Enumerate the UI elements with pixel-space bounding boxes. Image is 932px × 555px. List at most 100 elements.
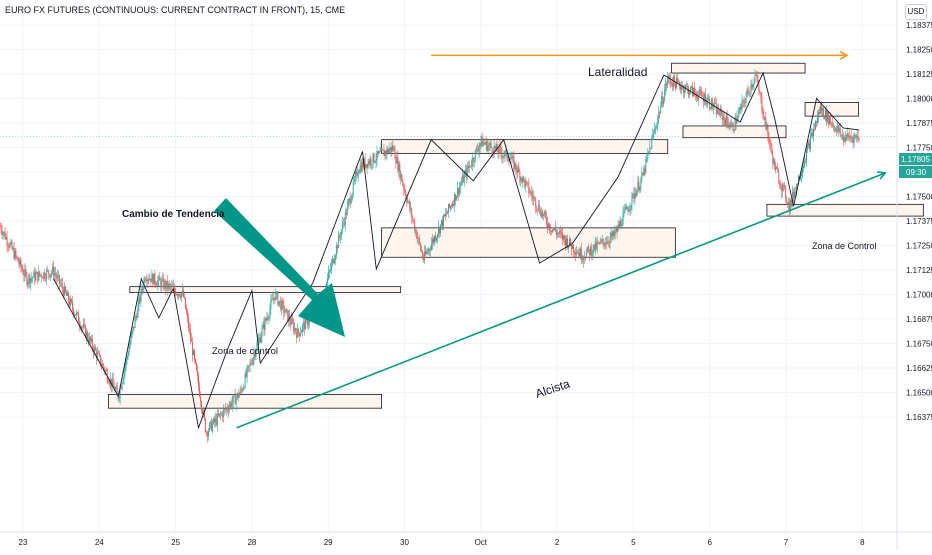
candle-body [512,155,514,158]
candle-body [126,357,128,360]
candle-body [153,273,155,285]
candle-body [256,343,258,352]
candle-body [4,231,6,239]
candle-body [834,129,836,132]
candle-body [429,248,431,250]
candle-body [254,353,256,357]
candle-body [599,240,601,244]
candle-body [440,224,441,234]
candle-body [386,148,388,155]
drawings[interactable] [53,50,887,430]
candle-body [731,123,733,124]
candle-body [158,276,160,281]
candle-body [67,292,69,296]
y-tick-label: 1.18000 [906,95,932,104]
candle-body [628,209,630,212]
candle-body [28,275,30,282]
candle-body [228,406,230,412]
candle-body [364,159,366,168]
candle-body [827,111,829,124]
candle-body [60,283,62,285]
price-axis[interactable]: 1.18375 1.18250 1.18125 1.18000 1.17875 1.177… [896,0,932,550]
candle-body [484,143,486,145]
candle-body [418,238,420,239]
candle-body [701,95,703,97]
candle-body [185,297,187,309]
candle-body [646,157,648,159]
candle-body [636,189,638,197]
candle-body [575,252,577,255]
candle-body [283,303,285,313]
zone-box [129,286,402,293]
candle-body [298,328,300,333]
candle-body [460,182,462,186]
candle-body [726,115,728,122]
candle-body [474,150,476,161]
candle-body [626,206,628,210]
candle-body [443,214,444,227]
y-tick-label: 1.16500 [906,389,932,398]
candle-body [296,331,298,338]
candle-body [634,193,636,199]
candle-body [759,91,761,94]
candle-body [757,77,759,85]
candle-body [785,187,787,199]
currency-badge[interactable]: USD [905,4,927,20]
candle-body [730,123,732,128]
candle-body [788,201,790,205]
candle-body [88,336,90,343]
candle-body [640,179,642,188]
candle-body [199,386,200,397]
candle-body [142,288,144,291]
candle-body [581,259,583,261]
lateralidad-label: Lateralidad [588,65,647,79]
candle-body [503,155,505,157]
candle-body [30,278,32,284]
candle-body [414,221,416,231]
candle-body [467,165,469,168]
candle-body [34,272,36,281]
candle-body [266,317,268,321]
candle-body [839,128,841,136]
candle-body [93,347,95,353]
candle-body [224,408,226,410]
candle-body [58,275,60,276]
candle-body [147,279,149,282]
candle-body [239,389,241,395]
candle-body [42,277,44,279]
candle-body [753,81,755,84]
candle-body [52,266,54,273]
candle-body [591,252,593,256]
x-tick-label: 30 [400,538,409,547]
candle-body [447,212,448,214]
candle-body [845,137,847,142]
candle-body [371,164,373,165]
candle-body [738,110,740,114]
candle-body [168,283,170,289]
y-tick-label: 1.17500 [906,193,932,202]
candle-body [779,183,781,186]
candle-body [838,128,840,132]
candle-body [89,336,91,342]
candle-body [161,280,163,288]
candle-body [145,280,147,281]
candle-body [652,134,654,139]
candle-body [502,156,504,158]
candle-body [160,280,162,288]
candle-body [252,358,254,365]
symbol-title[interactable]: EURO FX FUTURES (CONTINUOUS: CURRENT CON… [5,5,346,15]
x-tick-label: 5 [631,538,636,547]
candle-body [565,238,566,246]
candle-body [299,332,301,336]
time-axis[interactable]: 23 24 25 28 29 30 Oct 2 5 6 7 8 [0,531,932,547]
candle-body [29,275,31,284]
candle-body [59,275,61,284]
candle-body [475,148,477,151]
candle-body [216,413,218,425]
candle-body [150,278,152,283]
candle-body [504,151,506,156]
candle-body [630,205,632,209]
candle-body [7,244,9,247]
